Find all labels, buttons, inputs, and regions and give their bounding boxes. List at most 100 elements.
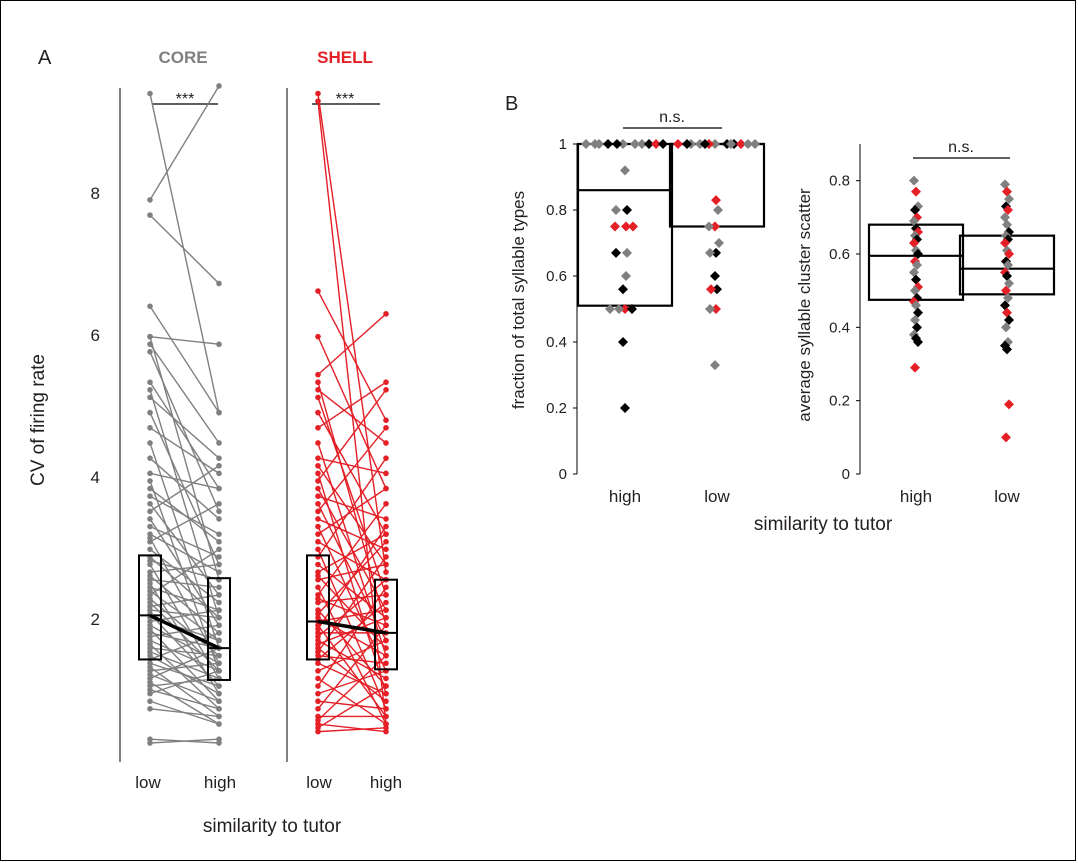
core-low-point: [147, 508, 153, 515]
shell-low-point: [315, 379, 321, 386]
core-high-point: [216, 592, 222, 598]
core-y-axis-label: CV of firing rate: [28, 354, 49, 486]
cluster-scatter-point-high: [912, 260, 922, 270]
core-x-tick-high: high: [204, 773, 236, 792]
syllable-types-point-high: [610, 221, 620, 232]
shell-low-point: [315, 387, 321, 393]
panel-a-x-axis-label: similarity to tutor: [203, 816, 342, 837]
core-high-point: [216, 630, 222, 636]
core-low-point: [147, 349, 153, 355]
shell-low-point: [315, 371, 321, 378]
shell-pair-line: [317, 389, 387, 444]
core-y-tick-6: 6: [91, 326, 100, 345]
core-low-point: [147, 546, 153, 553]
core-high-point: [216, 660, 222, 667]
cluster-scatter-point-high: [909, 175, 919, 186]
shell-high-point: [383, 523, 389, 530]
syllable-types-point-high: [612, 139, 622, 149]
core-pair-line: [149, 381, 220, 489]
core-low-point: [147, 561, 153, 568]
syllable-types-point-high: [603, 139, 613, 149]
cluster-scatter-point-low: [1001, 322, 1011, 333]
syllable-types-point-low: [704, 221, 714, 232]
cluster-scatter-point-high: [910, 315, 920, 325]
shell-high-point: [383, 675, 389, 682]
cluster-scatter-point-low: [1002, 186, 1012, 197]
shell-low-point: [315, 516, 321, 522]
shell-low-point: [315, 470, 321, 477]
shell-pair-line: [317, 290, 387, 421]
cluster-scatter-point-high: [913, 307, 923, 318]
shell-low-point: [315, 440, 321, 446]
core-pair-line: [149, 305, 220, 413]
syllable-types-point-low: [750, 139, 760, 149]
shell-box-low: [306, 554, 330, 661]
syllable-types-chart: n.s. fraction of total syllable types hi…: [509, 109, 766, 506]
shell-pair-line: [317, 723, 387, 733]
core-low-point: [147, 478, 153, 484]
syllable-types-significance: n.s.: [659, 109, 685, 126]
core-low-point: [147, 706, 153, 712]
cluster-scatter-point-high: [910, 285, 920, 296]
syllable-types-point-high: [620, 304, 630, 314]
syllable-types-point-high: [611, 247, 621, 258]
syllable-types-y-axis-label: fraction of total syllable types: [509, 191, 528, 409]
core-low-point: [147, 409, 153, 416]
cluster-scatter-point-low: [1002, 344, 1012, 355]
cluster-scatter-point-low: [1002, 271, 1012, 281]
syllable-types-point-low: [711, 247, 721, 258]
core-y-tick-4: 4: [91, 468, 100, 487]
syllable-types-point-high: [620, 165, 630, 176]
core-low-point: [147, 212, 153, 218]
shell-pair-line: [317, 685, 387, 729]
syllable-types-x-tick-low: low: [704, 487, 730, 506]
core-high-point: [216, 485, 222, 492]
syllable-types-point-low: [743, 139, 753, 149]
shell-high-point: [383, 554, 389, 560]
syllable-types-point-high: [621, 221, 631, 232]
core-pair-line: [149, 525, 220, 558]
syllable-types-point-high: [637, 139, 647, 149]
shell-high-point: [383, 424, 389, 431]
shell-low-point: [315, 546, 321, 553]
shell-pair-line: [317, 412, 387, 535]
shell-high-point: [383, 645, 389, 651]
shell-high-point: [383, 417, 389, 423]
shell-high-point: [383, 569, 389, 575]
core-low-point: [147, 379, 153, 386]
core-high-point: [216, 706, 222, 712]
shell-pair-line: [317, 427, 387, 512]
shell-pair-line: [317, 336, 387, 489]
shell-low-point: [315, 668, 321, 674]
shell-low-point: [315, 728, 321, 735]
cluster-scatter-y-tick-label: 0: [842, 466, 850, 483]
syllable-types-point-low: [706, 284, 716, 295]
core-pair-line: [149, 662, 220, 687]
shell-high-point: [383, 485, 389, 492]
shell-low-point: [315, 660, 321, 667]
syllable-types-point-high: [621, 271, 631, 281]
core-high-point: [216, 607, 222, 613]
shell-high-point: [383, 440, 389, 446]
core-high-point: [216, 508, 222, 515]
core-y-tick-2: 2: [91, 610, 100, 629]
core-pair-line: [149, 85, 220, 201]
shell-low-point: [315, 584, 321, 591]
cluster-scatter-chart: n.s. average syllable cluster scatter hi…: [795, 139, 1056, 506]
shell-high-point: [383, 546, 389, 553]
shell-median-trend-line: [317, 619, 387, 635]
core-low-point: [147, 394, 153, 401]
core-high-point: [216, 516, 222, 522]
core-pair-line: [149, 214, 220, 284]
shell-pair-line: [317, 381, 387, 429]
cluster-scatter-point-low: [1002, 219, 1012, 230]
shell-high-point: [383, 622, 389, 629]
core-high-point: [216, 668, 222, 674]
cluster-scatter-y-tick-label: 0.8: [829, 173, 850, 190]
syllable-types-x-tick-high: high: [609, 487, 641, 506]
core-high-point: [216, 341, 222, 348]
shell-low-point: [315, 508, 321, 515]
core-significance: ***: [176, 91, 195, 108]
core-low-point: [147, 424, 153, 431]
